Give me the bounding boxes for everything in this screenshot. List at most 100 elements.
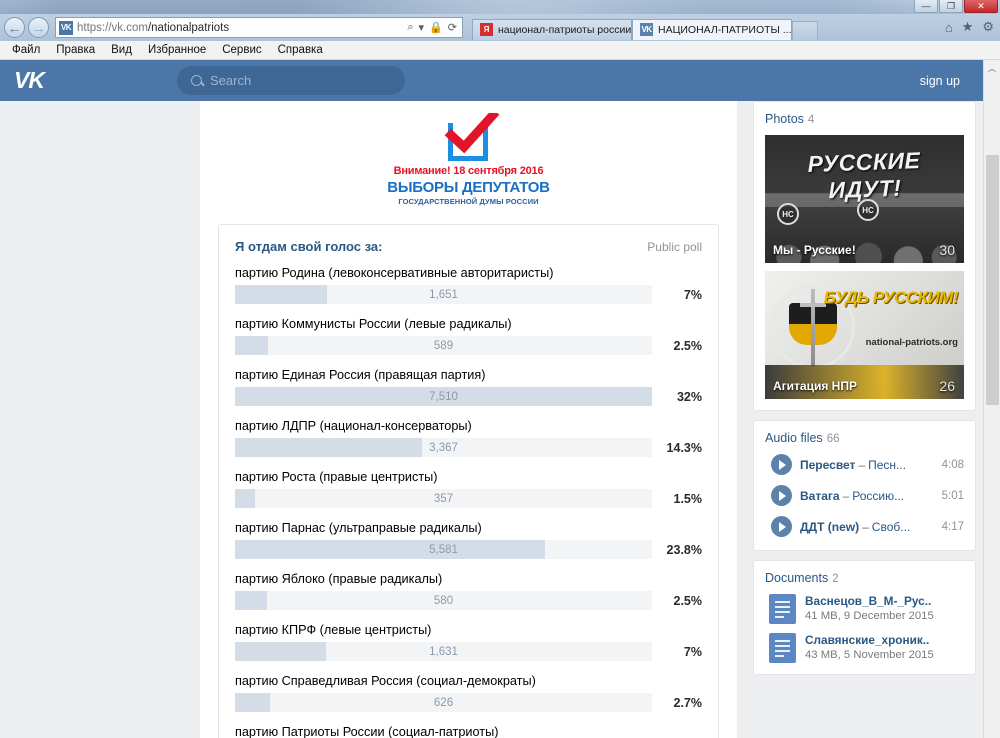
menu-item-view[interactable]: Вид [111, 44, 132, 56]
sword-icon [800, 289, 826, 367]
audio-duration: 4:17 [941, 520, 964, 533]
document-icon [769, 594, 796, 624]
new-tab-button[interactable] [792, 20, 818, 40]
page-scrollbar[interactable]: ︿ [983, 60, 1000, 738]
poll-answer-bar-fill [235, 387, 652, 406]
menu-item-edit[interactable]: Правка [56, 44, 96, 56]
poll-answer[interactable]: партию Яблоко (правые радикалы) 580 2.5% [235, 572, 702, 610]
poll-answer[interactable]: партию Парнас (ультраправые радикалы) 5,5… [235, 521, 702, 559]
sign-up-button[interactable]: sign up [919, 73, 960, 88]
poll-answer-bar-fill [235, 591, 268, 610]
poll-type-label: Public poll [647, 240, 702, 254]
poll-answer-label: партию Родина (левоконсервативные автори… [235, 266, 554, 280]
poll-answer-bar: 1,631 [235, 642, 652, 661]
tab-vk-nationalpatriots[interactable]: VK НАЦИОНАЛ-ПАТРИОТЫ ... ✕ [632, 18, 792, 40]
documents-heading[interactable]: Documents 2 [765, 571, 964, 585]
page-viewport: VK Search sign up [0, 60, 1000, 738]
menu-item-tools[interactable]: Сервис [222, 44, 262, 56]
vk-top-bar: VK Search sign up [0, 60, 1000, 101]
audio-duration: 5:01 [941, 489, 964, 502]
poll-header: Я отдам свой голос за: Public poll [235, 239, 702, 254]
audio-item[interactable]: ДДТ (new) – Своб... 4:17 [765, 516, 964, 537]
audio-item[interactable]: Пересвет – Песн... 4:08 [765, 454, 964, 475]
home-icon[interactable]: ⌂ [944, 19, 953, 35]
poll-answer-percent: 7% [683, 644, 702, 659]
scroll-up-icon[interactable]: ︿ [988, 64, 996, 73]
banner-line-attention: Внимание! 18 сентября 2016 [393, 165, 544, 177]
poll-answer[interactable]: партию Единая Россия (правящая партия) 7,… [235, 368, 702, 406]
poll-answer[interactable]: партию Патриоты России (социал-патриоты)… [235, 725, 702, 738]
document-item[interactable]: Славянские_хроник.. 43 MB, 5 November 201… [765, 633, 964, 663]
close-button[interactable]: ✕ [964, 0, 998, 13]
audio-heading-label: Audio files [765, 431, 823, 445]
address-bar-text: https://vk.com/nationalpatriots [77, 22, 403, 34]
search-icon [191, 75, 202, 86]
document-item[interactable]: Васнецов_В_М-_Рус.. 41 MB, 9 December 201… [765, 594, 964, 624]
search-input[interactable]: Search [177, 66, 405, 95]
poll-answer-percent: 1.5% [673, 491, 703, 506]
chevron-down-icon[interactable]: ▾ [418, 22, 425, 34]
navigation-bar: ← → VK https://vk.com/nationalpatriots ⌕… [0, 14, 1000, 41]
photo-caption: Агитация НПР [773, 379, 857, 393]
play-icon[interactable] [771, 516, 792, 537]
poll-answer-votes: 580 [433, 594, 454, 607]
page-body: Внимание! 18 сентября 2016 ВЫБОРЫ ДЕПУТА… [0, 101, 1000, 738]
poll-question: Я отдам свой голос за: [235, 239, 383, 254]
maximize-button[interactable]: ❐ [939, 0, 963, 13]
forward-button[interactable]: → [28, 17, 49, 38]
tab-yandex-search[interactable]: Я национал-патриоты россии ... [472, 18, 632, 40]
photo-thumbnail-2[interactable]: БУДЬ РУССКИМ! national-patriots.org Агит… [765, 271, 964, 399]
play-icon[interactable] [771, 454, 792, 475]
photo-ribbon [765, 365, 964, 399]
poll-answer[interactable]: партию Коммунисты России (левые радикалы… [235, 317, 702, 355]
back-button[interactable]: ← [4, 17, 25, 38]
poll-answer[interactable]: партию ЛДПР (национал-консерваторы) 3,367… [235, 419, 702, 457]
play-icon[interactable] [771, 485, 792, 506]
title-bar-background [0, 0, 1000, 14]
main-content-column: Внимание! 18 сентября 2016 ВЫБОРЫ ДЕПУТА… [200, 101, 737, 738]
poll-answer-row: 1,651 7% [235, 285, 702, 304]
forward-icon: → [31, 19, 46, 36]
address-bar[interactable]: VK https://vk.com/nationalpatriots ⌕ ▾ 🔒… [55, 17, 463, 38]
minimize-button[interactable]: — [914, 0, 938, 13]
document-name: Васнецов_В_М-_Рус.. [805, 594, 932, 608]
poll-answer-label: партию Патриоты России (социал-патриоты) [235, 725, 499, 738]
poll-answer-label: партию ЛДПР (национал-консерваторы) [235, 419, 472, 433]
audio-heading[interactable]: Audio files 66 [765, 431, 964, 445]
document-icon [769, 633, 796, 663]
photo-count-badge: 26 [939, 378, 955, 394]
audio-artist: Ватага [800, 488, 840, 503]
poll-answer-label: партию Коммунисты России (левые радикалы… [235, 317, 512, 331]
audio-track: Песн... [868, 457, 907, 472]
photos-count: 4 [807, 114, 815, 126]
lock-icon: 🔒 [429, 22, 443, 34]
site-favicon-icon: VK [59, 20, 73, 35]
vk-logo[interactable]: VK [14, 67, 45, 93]
poll-answer-percent: 7% [683, 287, 702, 302]
document-list: Васнецов_В_М-_Рус.. 41 MB, 9 December 201… [765, 594, 964, 663]
menu-item-file[interactable]: Файл [12, 44, 41, 56]
poll-answer-row: 626 2.7% [235, 693, 702, 712]
refresh-icon[interactable]: ⟳ [447, 22, 457, 34]
poll-answer[interactable]: партию Справедливая Россия (социал-демок… [235, 674, 702, 712]
settings-icon[interactable]: ⚙ [982, 19, 994, 34]
poll-answer-list: партию Родина (левоконсервативные автори… [235, 266, 702, 738]
poll-answer-bar-fill [235, 438, 422, 457]
audio-list: Пересвет – Песн... 4:08 Ватага – Россию... 5:01… [765, 454, 964, 537]
audio-item[interactable]: Ватага – Россию... 5:01 [765, 485, 964, 506]
poll-answer[interactable]: партию Роста (правые центристы) 357 1.5% [235, 470, 702, 508]
favorites-icon[interactable]: ★ [961, 19, 974, 34]
poll-answer-row: 1,631 7% [235, 642, 702, 661]
photos-heading[interactable]: Photos 4 [765, 112, 964, 126]
menu-item-favorites[interactable]: Избранное [147, 44, 207, 56]
vk-favicon-icon: VK [640, 23, 653, 36]
photos-block: Photos 4 РУССКИЕ ИДУТ! НС НС Мы - Русские… [753, 101, 976, 411]
poll-answer[interactable]: партию Родина (левоконсервативные автори… [235, 266, 702, 304]
window-controls: — ❐ ✕ [914, 0, 998, 13]
photo-thumbnail-1[interactable]: РУССКИЕ ИДУТ! НС НС Мы - Русские! 30 [765, 135, 964, 263]
search-icon[interactable]: ⌕ [407, 21, 414, 33]
audio-track: Своб... [871, 519, 911, 534]
menu-item-help[interactable]: Справка [277, 44, 323, 56]
scrollbar-thumb[interactable] [986, 155, 999, 405]
poll-answer[interactable]: партию КПРФ (левые центристы) 1,631 7% [235, 623, 702, 661]
